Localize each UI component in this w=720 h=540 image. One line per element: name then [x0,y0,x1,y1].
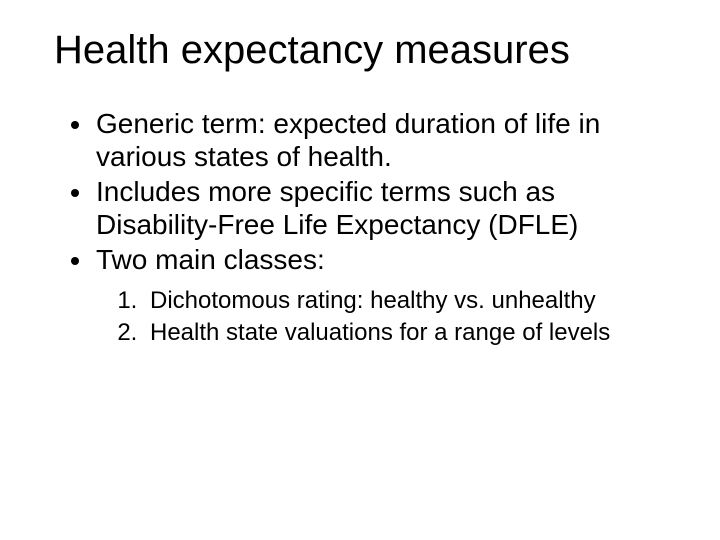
list-item: Includes more specific terms such as Dis… [94,175,680,241]
list-item: Generic term: expected duration of life … [94,107,680,173]
slide-title: Health expectancy measures [54,28,680,73]
list-item: Health state valuations for a range of l… [144,318,680,348]
slide: Health expectancy measures Generic term:… [0,0,720,540]
numbered-list: Dichotomous rating: healthy vs. unhealth… [40,286,680,348]
bullet-list: Generic term: expected duration of life … [40,107,680,276]
list-item: Dichotomous rating: healthy vs. unhealth… [144,286,680,316]
list-item: Two main classes: [94,243,680,276]
